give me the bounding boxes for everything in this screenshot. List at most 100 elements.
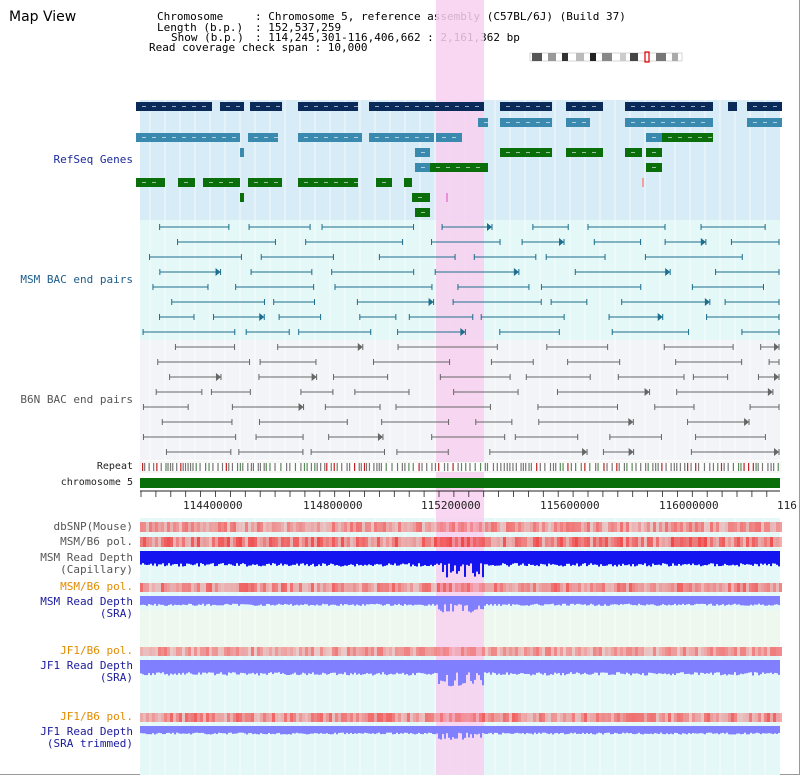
jf1-read-depth-trimmed-track[interactable]	[140, 726, 780, 740]
dbsnp-track[interactable]	[140, 522, 782, 532]
pol-bin	[257, 583, 260, 592]
jf1-b6-pol-track-1[interactable]	[140, 647, 782, 656]
jf1-b6-pol-track-2[interactable]	[140, 713, 782, 722]
track-label-jf1-b6-pol-1[interactable]: JF1/B6 pol.	[60, 644, 133, 657]
msm-bac-pair-arrow	[259, 313, 265, 321]
depth-bin	[686, 596, 688, 605]
msm-b6-pol-track-1[interactable]	[140, 537, 782, 547]
dbsnp-bin	[740, 522, 743, 532]
pol-bin	[719, 713, 722, 722]
dbsnp-bin	[332, 522, 335, 532]
depth-bin	[602, 596, 604, 606]
dbsnp-bin	[296, 522, 299, 532]
depth-bin	[730, 551, 732, 566]
depth-bin	[656, 596, 658, 606]
pol-bin	[596, 647, 599, 656]
depth-bin	[484, 726, 486, 734]
chromosome-bar[interactable]	[140, 478, 780, 488]
pol-bin	[584, 537, 587, 547]
msm-bac-end-pairs[interactable]	[142, 223, 780, 336]
pol-bin	[566, 713, 569, 722]
depth-bin	[452, 596, 454, 612]
pol-bin	[476, 537, 479, 547]
track-label-dbsnp[interactable]: dbSNP(Mouse)	[53, 520, 133, 533]
depth-bin	[726, 551, 728, 566]
depth-bin	[762, 596, 764, 605]
pol-bin	[500, 537, 503, 547]
dbsnp-bin	[341, 522, 344, 532]
depth-bin	[160, 596, 162, 605]
repeat-element	[748, 463, 750, 471]
repeat-track[interactable]	[142, 463, 779, 471]
repeat-element	[509, 463, 511, 471]
depth-bin	[360, 726, 362, 734]
depth-bin	[680, 660, 682, 673]
pol-bin	[698, 647, 701, 656]
pol-bin	[203, 583, 206, 592]
depth-bin	[410, 660, 412, 676]
pol-bin	[623, 713, 626, 722]
track-label-repeat[interactable]: Repeat	[96, 461, 133, 472]
depth-bin	[480, 551, 482, 564]
pol-bin	[617, 583, 620, 592]
pol-bin	[446, 583, 449, 592]
pol-bin	[218, 647, 221, 656]
depth-bin	[776, 596, 778, 605]
depth-bin	[684, 660, 686, 675]
depth-bin	[768, 596, 770, 605]
track-label-msm-depth-cap-line1[interactable]: MSM Read Depth	[40, 551, 133, 564]
track-label-msm-b6-pol-1[interactable]: MSM/B6 pol.	[60, 535, 133, 548]
pol-bin	[326, 537, 329, 547]
pol-bin	[566, 583, 569, 592]
pol-bin	[437, 537, 440, 547]
pol-bin	[452, 647, 455, 656]
track-label-jf1-depth-trim-line1[interactable]: JF1 Read Depth	[40, 725, 133, 738]
track-label-refseq[interactable]: RefSeq Genes	[53, 153, 133, 166]
depth-bin	[494, 660, 496, 674]
pol-bin	[299, 583, 302, 592]
b6n-bac-pair-arrow	[644, 388, 650, 396]
depth-bin	[514, 596, 516, 605]
refseq-genes[interactable]	[136, 102, 782, 217]
depth-bin	[586, 660, 588, 675]
pol-bin	[698, 713, 701, 722]
depth-bin	[270, 726, 272, 735]
depth-bin	[766, 596, 768, 606]
depth-bin	[356, 660, 358, 675]
depth-bin	[558, 660, 560, 674]
pol-bin	[338, 537, 341, 547]
b6n-bac-end-pairs[interactable]	[142, 343, 780, 456]
highlight-region[interactable]	[436, 0, 484, 775]
depth-bin	[172, 660, 174, 675]
pol-bin	[284, 583, 287, 592]
pol-bin	[407, 583, 410, 592]
pol-bin	[371, 647, 374, 656]
msm-read-depth-capillary-track[interactable]	[140, 551, 780, 578]
depth-bin	[698, 551, 700, 565]
repeat-element	[665, 463, 667, 471]
track-label-msm-depth-sra-line1[interactable]: MSM Read Depth	[40, 595, 133, 608]
track-label-jf1-depth-sra-line1[interactable]: JF1 Read Depth	[40, 659, 133, 672]
track-label-msm-bac[interactable]: MSM BAC end pairs	[20, 273, 133, 286]
chromosome-ideogram[interactable]	[529, 51, 683, 63]
depth-bin	[262, 596, 264, 606]
pol-bin	[320, 713, 323, 722]
track-label-msm-b6-pol-2[interactable]: MSM/B6 pol.	[60, 580, 133, 593]
depth-bin	[490, 596, 492, 605]
depth-bin	[728, 726, 730, 735]
depth-bin	[400, 596, 402, 606]
track-label-b6n-bac[interactable]: B6N BAC end pairs	[20, 393, 133, 406]
jf1-read-depth-sra-track[interactable]	[140, 660, 780, 687]
pol-bin	[701, 647, 704, 656]
pol-bin	[491, 713, 494, 722]
depth-bin	[166, 726, 168, 733]
depth-bin	[776, 551, 778, 565]
depth-bin	[194, 551, 196, 565]
track-label-jf1-b6-pol-2[interactable]: JF1/B6 pol.	[60, 710, 133, 723]
msm-read-depth-sra-track[interactable]	[140, 596, 780, 613]
dbsnp-bin	[626, 522, 629, 532]
depth-bin	[188, 660, 190, 673]
depth-bin	[248, 660, 250, 674]
msm-b6-pol-track-2[interactable]	[140, 583, 782, 592]
